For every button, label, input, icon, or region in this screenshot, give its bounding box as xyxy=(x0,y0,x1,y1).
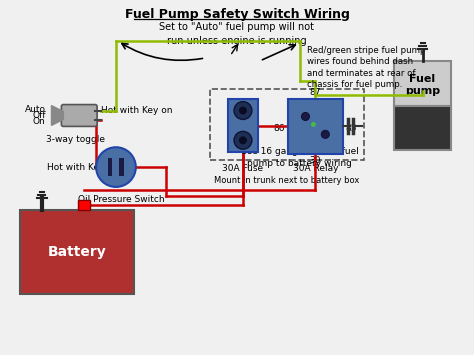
Text: 30A Relay: 30A Relay xyxy=(292,164,338,173)
Text: 30: 30 xyxy=(310,156,321,165)
Text: Red/green stripe fuel pump
wires found behind dash
and terminates at rear of
cha: Red/green stripe fuel pump wires found b… xyxy=(308,46,426,89)
Text: Auto: Auto xyxy=(25,105,46,114)
Text: Mount in trunk next to battery box: Mount in trunk next to battery box xyxy=(214,176,360,185)
Text: 85: 85 xyxy=(345,124,356,133)
Text: Hot with Key on: Hot with Key on xyxy=(47,163,119,171)
Circle shape xyxy=(234,102,252,120)
FancyBboxPatch shape xyxy=(62,105,97,126)
Text: Set to "Auto" fuel pump will not
run unless engine is running: Set to "Auto" fuel pump will not run unl… xyxy=(159,22,315,46)
Text: 3-way toggle: 3-way toggle xyxy=(46,135,105,144)
Bar xyxy=(20,210,134,294)
Circle shape xyxy=(234,131,252,149)
Text: Fuel
pump: Fuel pump xyxy=(405,74,440,96)
Circle shape xyxy=(239,136,247,144)
Text: Hot with Key on: Hot with Key on xyxy=(101,106,173,115)
Bar xyxy=(228,99,258,152)
Text: Battery: Battery xyxy=(47,245,106,259)
Text: On: On xyxy=(33,117,46,126)
Bar xyxy=(108,158,112,176)
Text: 86: 86 xyxy=(273,124,284,133)
Bar xyxy=(394,61,451,105)
Text: 87: 87 xyxy=(310,88,321,97)
Circle shape xyxy=(301,113,310,120)
Text: Fuel Pump Safety Switch Wiring: Fuel Pump Safety Switch Wiring xyxy=(125,8,349,21)
Polygon shape xyxy=(52,105,64,125)
Bar xyxy=(394,105,451,150)
Text: Off: Off xyxy=(32,111,46,120)
Bar xyxy=(119,158,124,176)
Bar xyxy=(288,99,343,154)
Circle shape xyxy=(311,122,316,127)
Circle shape xyxy=(239,106,247,115)
Circle shape xyxy=(321,130,329,138)
Circle shape xyxy=(96,147,136,187)
Text: 30A Fuse: 30A Fuse xyxy=(222,164,264,173)
Bar xyxy=(78,200,90,210)
Text: Oil Pressure Switch: Oil Pressure Switch xyxy=(78,195,164,204)
Bar xyxy=(210,89,364,160)
Text: Use 16 gauge min for fuel
pump to battery wiring: Use 16 gauge min for fuel pump to batter… xyxy=(241,147,358,168)
